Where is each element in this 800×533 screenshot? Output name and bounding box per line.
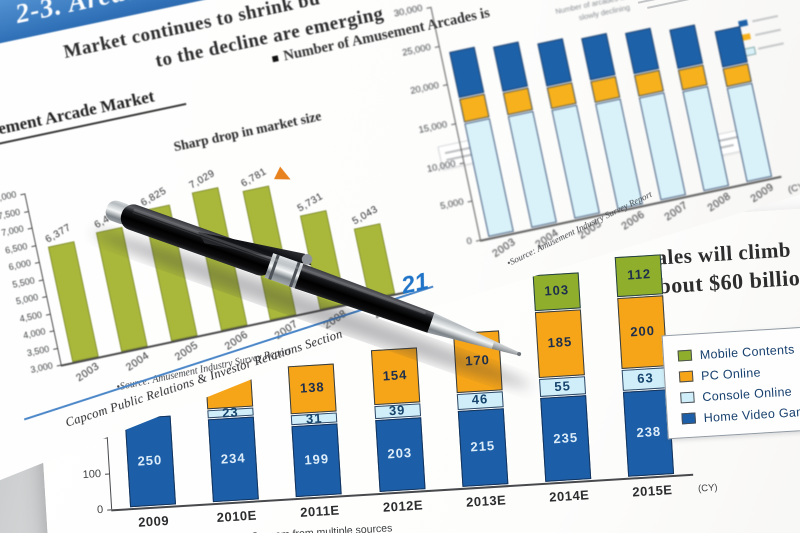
y-tick-label: 15,000 bbox=[417, 119, 449, 137]
legend-swatch bbox=[678, 370, 694, 383]
bar-segment bbox=[715, 26, 748, 68]
x-category-label: 2009 bbox=[137, 512, 170, 530]
bar-segment bbox=[354, 224, 395, 300]
bar-segment bbox=[669, 24, 703, 69]
y-tick-label: 0 bbox=[96, 503, 104, 517]
bar-value-label: 103 bbox=[543, 282, 570, 299]
bar-segment bbox=[537, 38, 572, 87]
x-category-label: 2012E bbox=[382, 497, 424, 515]
bar-value-label: 250 bbox=[137, 452, 163, 469]
y-tick-label: 3,500 bbox=[25, 343, 51, 358]
legend-label: Console Online bbox=[701, 384, 793, 404]
bar-segment bbox=[493, 42, 528, 92]
bar-segment bbox=[48, 241, 99, 362]
mini-legend-text bbox=[758, 42, 784, 49]
x-category-label: 2013E bbox=[465, 492, 507, 510]
y-tick-label: 4,000 bbox=[22, 326, 47, 341]
y-tick-label: 25,000 bbox=[401, 41, 432, 59]
x-category-label: 2010E bbox=[216, 507, 258, 525]
bar-segment bbox=[449, 47, 484, 98]
y-tick-label: 10,000 bbox=[425, 158, 457, 175]
bar-value-label: 200 bbox=[629, 322, 656, 339]
x-axis-unit-label: (CY) bbox=[787, 180, 800, 196]
bar-value-label: 234 bbox=[220, 449, 246, 467]
bar-segment bbox=[464, 118, 514, 237]
y-tick-label: 5,500 bbox=[11, 274, 36, 290]
bar-segment bbox=[143, 205, 197, 342]
bar-segment bbox=[191, 187, 247, 331]
legend-label: Mobile Contents bbox=[699, 341, 795, 362]
bar-value-label: 238 bbox=[636, 423, 662, 441]
y-tick-label: 7,000 bbox=[0, 223, 25, 239]
bar-value-label: 55 bbox=[553, 377, 572, 394]
bar-segment bbox=[96, 227, 148, 352]
y-tick-label: 8,000 bbox=[0, 189, 18, 204]
bar-segment bbox=[508, 111, 557, 228]
y-tick-label: 4,500 bbox=[18, 309, 43, 324]
mini-legend-text bbox=[752, 15, 778, 22]
bar-value-label: 112 bbox=[626, 266, 652, 283]
bar-value-label: 203 bbox=[387, 445, 413, 462]
y-tick-label: 3,000 bbox=[29, 360, 54, 375]
legend-label: PC Online bbox=[700, 364, 762, 383]
bar-segment bbox=[625, 28, 659, 74]
y-tick-label: 6,000 bbox=[7, 257, 32, 273]
mini-legend-text bbox=[755, 29, 781, 36]
legend-label: Home Video Game Sof bbox=[703, 402, 800, 425]
bar-value-label: 63 bbox=[636, 370, 655, 386]
bar-value-label: 235 bbox=[552, 429, 579, 446]
y-tick-label: 5,000 bbox=[14, 292, 40, 307]
y-tick-label: 6,500 bbox=[4, 240, 29, 256]
bar-segment bbox=[581, 33, 615, 80]
x-category-label: 2015E bbox=[631, 482, 673, 500]
legend-swatch bbox=[677, 349, 693, 362]
black-square-bullet-icon: ■ bbox=[270, 50, 281, 66]
bar-value-label: 185 bbox=[547, 334, 573, 351]
bar-segment bbox=[639, 92, 686, 200]
y-tick-label: 100 bbox=[82, 467, 102, 482]
legend-swatch bbox=[681, 412, 697, 425]
bar-value-label: 154 bbox=[382, 367, 408, 384]
x-axis-unit-label: (CY) bbox=[697, 482, 718, 495]
bar-value-label: 215 bbox=[470, 438, 496, 455]
x-category-label: 2014E bbox=[548, 487, 590, 505]
x-category-label: 2011E bbox=[299, 502, 340, 520]
sales-chart-legend: Mobile Contents PC Online Console Online Ho… bbox=[661, 317, 800, 440]
bar-segment bbox=[243, 185, 297, 320]
y-tick-label: 20,000 bbox=[409, 80, 441, 98]
legend-swatch bbox=[680, 391, 695, 404]
bar-value-label: 138 bbox=[299, 379, 326, 396]
bar-segment bbox=[595, 98, 643, 210]
bar-value-label: 46 bbox=[471, 391, 489, 408]
bar-value-label: 199 bbox=[303, 451, 330, 468]
y-tick-label: 5,000 bbox=[439, 196, 465, 213]
bar-value-label: 170 bbox=[464, 352, 491, 369]
page-number: 21 bbox=[399, 267, 431, 300]
y-tick-label: 0 bbox=[465, 235, 474, 248]
y-tick-label: 7,500 bbox=[0, 206, 21, 221]
bar-segment bbox=[300, 211, 346, 310]
bar-segment bbox=[551, 105, 599, 219]
